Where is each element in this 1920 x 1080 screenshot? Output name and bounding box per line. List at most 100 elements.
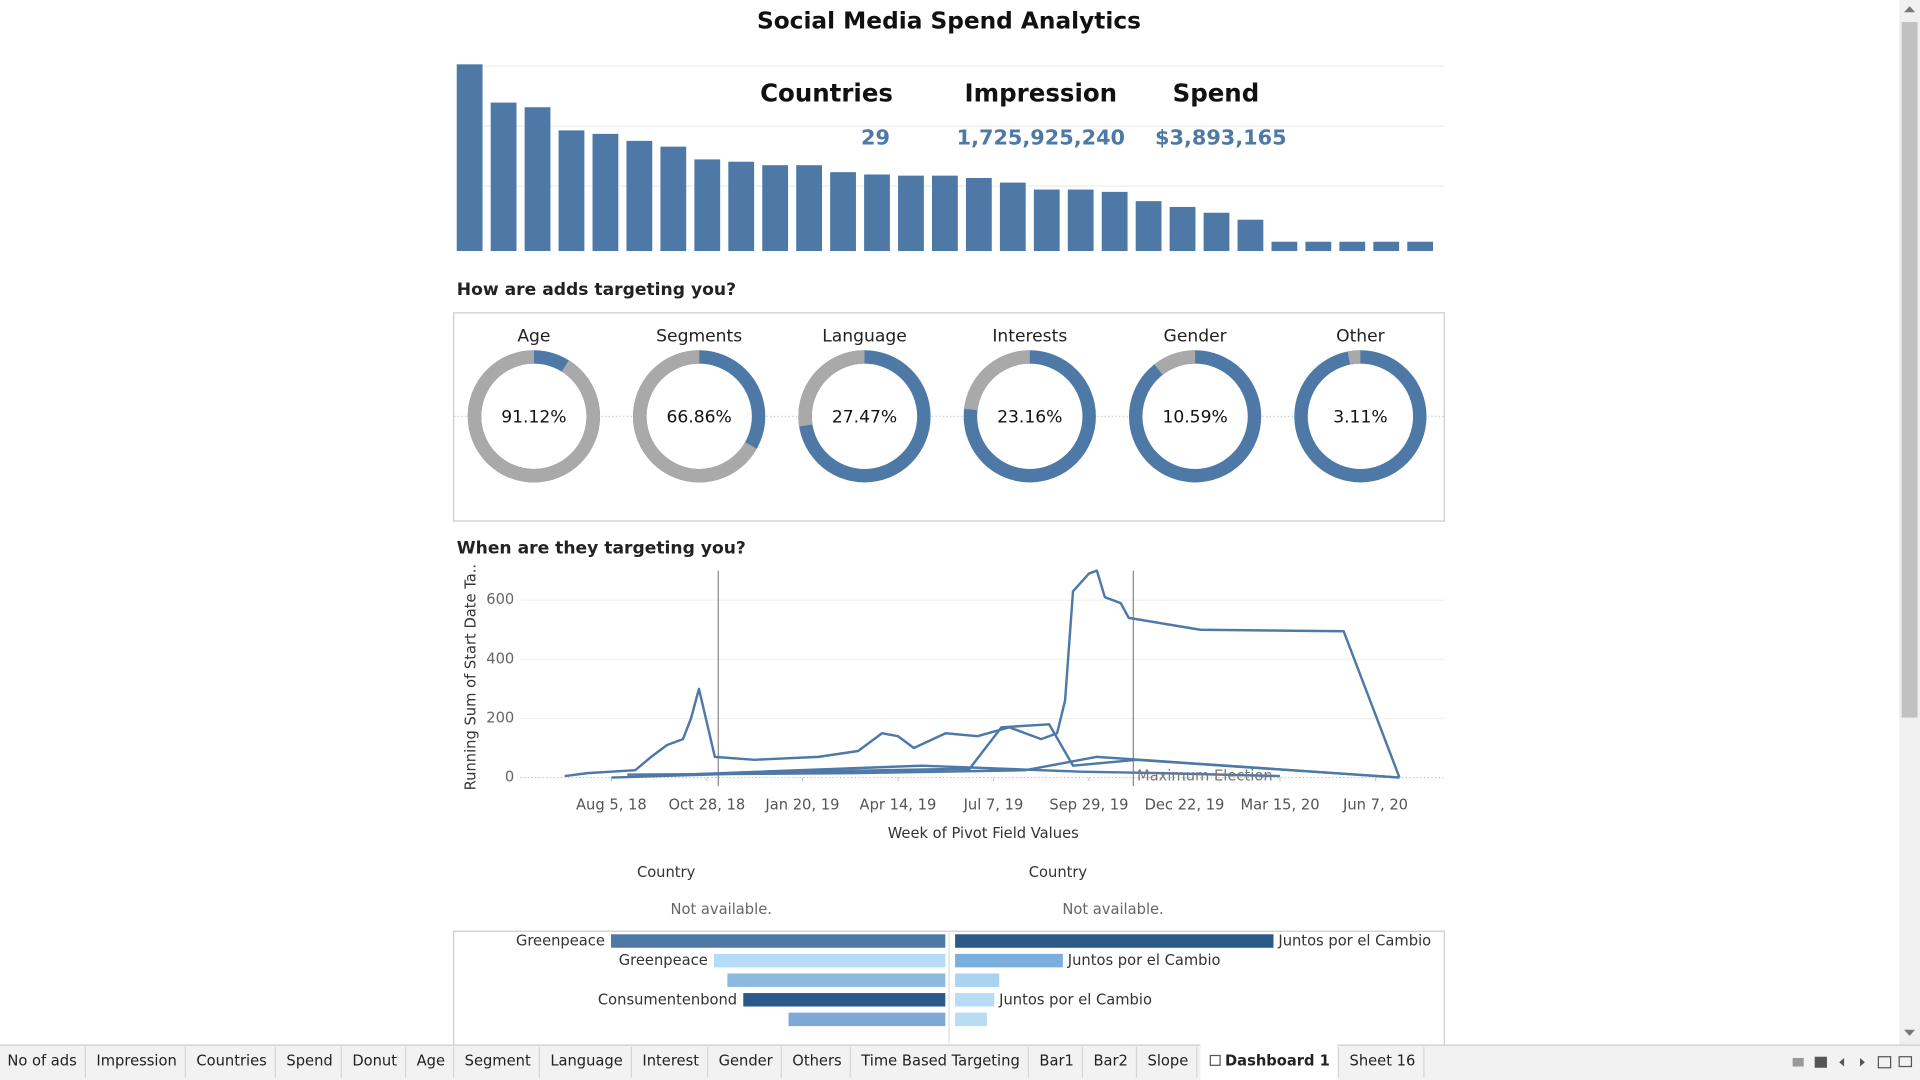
donut-hole xyxy=(646,363,752,469)
x-tick-label: Jun 7, 20 xyxy=(1342,797,1408,814)
bar xyxy=(965,177,992,252)
tab[interactable]: Gender xyxy=(719,1053,774,1070)
x-tick-label: Jan 20, 19 xyxy=(764,797,839,814)
tab[interactable]: Age xyxy=(417,1053,445,1070)
bar xyxy=(1339,241,1366,252)
x-tick-label: Aug 5, 18 xyxy=(576,797,647,814)
tab[interactable]: Time Based Targeting xyxy=(860,1053,1020,1070)
bar xyxy=(660,146,687,252)
kpi-value: 29 xyxy=(861,125,890,149)
donut-label: Other xyxy=(1336,327,1386,347)
x-tick-label: Apr 14, 19 xyxy=(860,797,937,814)
bar xyxy=(1407,241,1434,252)
donut-label: Gender xyxy=(1164,327,1228,347)
bar xyxy=(1237,219,1264,252)
bar-label: Juntos por el Cambio xyxy=(1277,933,1431,950)
x-tick-label: Dec 22, 19 xyxy=(1145,797,1225,814)
icon[interactable] xyxy=(1898,1056,1913,1068)
panel-title: Country xyxy=(637,864,696,881)
tab[interactable]: Sheet 16 xyxy=(1350,1053,1416,1070)
x-tick-label: Oct 28, 18 xyxy=(669,797,746,814)
bar xyxy=(999,182,1026,252)
bar xyxy=(1067,189,1094,252)
bar xyxy=(743,993,946,1007)
tab[interactable]: Others xyxy=(792,1053,841,1070)
kpi-value: 1,725,925,240 xyxy=(957,125,1125,149)
y-tick-label: 600 xyxy=(486,591,514,608)
icon[interactable] xyxy=(1877,1056,1892,1069)
bar xyxy=(864,174,890,252)
bar xyxy=(1305,241,1332,252)
donut-hole xyxy=(811,363,918,469)
y-tick-label: 400 xyxy=(486,650,514,667)
tab[interactable]: No of ads xyxy=(7,1053,76,1070)
donut-segment xyxy=(798,350,931,483)
bar xyxy=(524,107,551,252)
tab-icon xyxy=(1209,1054,1221,1066)
panel-subtitle: Not available. xyxy=(671,901,772,918)
bar xyxy=(830,172,856,252)
bar xyxy=(1203,212,1230,252)
y-tick-label: 0 xyxy=(505,769,514,786)
series-line xyxy=(611,723,1400,779)
bar xyxy=(694,159,721,252)
icon[interactable] xyxy=(1814,1056,1827,1068)
bar xyxy=(788,1012,946,1027)
bar xyxy=(796,165,823,252)
tab[interactable]: Countries xyxy=(196,1053,266,1070)
annotation: Maximum Election xyxy=(1137,767,1273,784)
kpi-label: Spend xyxy=(1173,78,1260,107)
bar xyxy=(955,1012,987,1027)
tab[interactable]: Dashboard 1 xyxy=(1225,1053,1330,1070)
y-tick-label: 200 xyxy=(486,709,514,726)
donut-label: Language xyxy=(822,327,907,347)
donut-hole xyxy=(481,363,587,469)
donut-label: Segments xyxy=(656,327,742,347)
series-line xyxy=(643,764,1280,778)
bar xyxy=(955,953,1063,968)
icon[interactable] xyxy=(1860,1057,1865,1067)
donut-panel xyxy=(453,312,1445,522)
donut-hole xyxy=(1307,363,1414,469)
tab[interactable]: Language xyxy=(550,1053,622,1070)
bar xyxy=(490,102,517,252)
series-line xyxy=(564,569,1401,778)
tab-bar xyxy=(0,1044,1920,1080)
donut-value: 27.47% xyxy=(832,408,897,428)
bar xyxy=(955,973,1000,987)
bar-label: Consumentenbond xyxy=(598,991,737,1008)
tab[interactable]: Interest xyxy=(642,1053,699,1070)
donut-segment xyxy=(467,350,600,483)
icon[interactable] xyxy=(1792,1057,1804,1067)
section-title: How are adds targeting you? xyxy=(457,280,736,300)
tab[interactable]: Donut xyxy=(352,1053,397,1070)
bar xyxy=(1033,189,1060,252)
tab[interactable]: Impression xyxy=(96,1053,176,1070)
bar xyxy=(1373,241,1400,252)
bar xyxy=(728,161,755,252)
tab[interactable]: Slope xyxy=(1148,1053,1189,1070)
panel-title: Country xyxy=(1029,864,1088,881)
donut-segment xyxy=(1128,350,1262,483)
scroll-up[interactable] xyxy=(1904,6,1916,13)
bar xyxy=(898,175,924,252)
scrollbar-thumb[interactable] xyxy=(1901,22,1918,718)
bar xyxy=(611,934,946,948)
tab-active xyxy=(1200,1044,1338,1080)
tab[interactable]: Bar1 xyxy=(1039,1053,1073,1070)
tab[interactable]: Bar2 xyxy=(1093,1053,1127,1070)
tab[interactable]: Spend xyxy=(286,1053,332,1070)
nav-icons xyxy=(1792,1056,1913,1069)
bar-label: Greenpeace xyxy=(619,952,708,969)
bar xyxy=(727,973,946,987)
donut-value: 23.16% xyxy=(997,408,1062,428)
bar xyxy=(1101,191,1128,252)
donut-value: 10.59% xyxy=(1162,408,1227,428)
tab[interactable]: Segment xyxy=(465,1053,531,1070)
donut-value: 3.11% xyxy=(1333,408,1387,428)
bar xyxy=(932,175,958,252)
icon[interactable] xyxy=(1839,1057,1845,1067)
scroll-down[interactable] xyxy=(1904,1029,1916,1036)
